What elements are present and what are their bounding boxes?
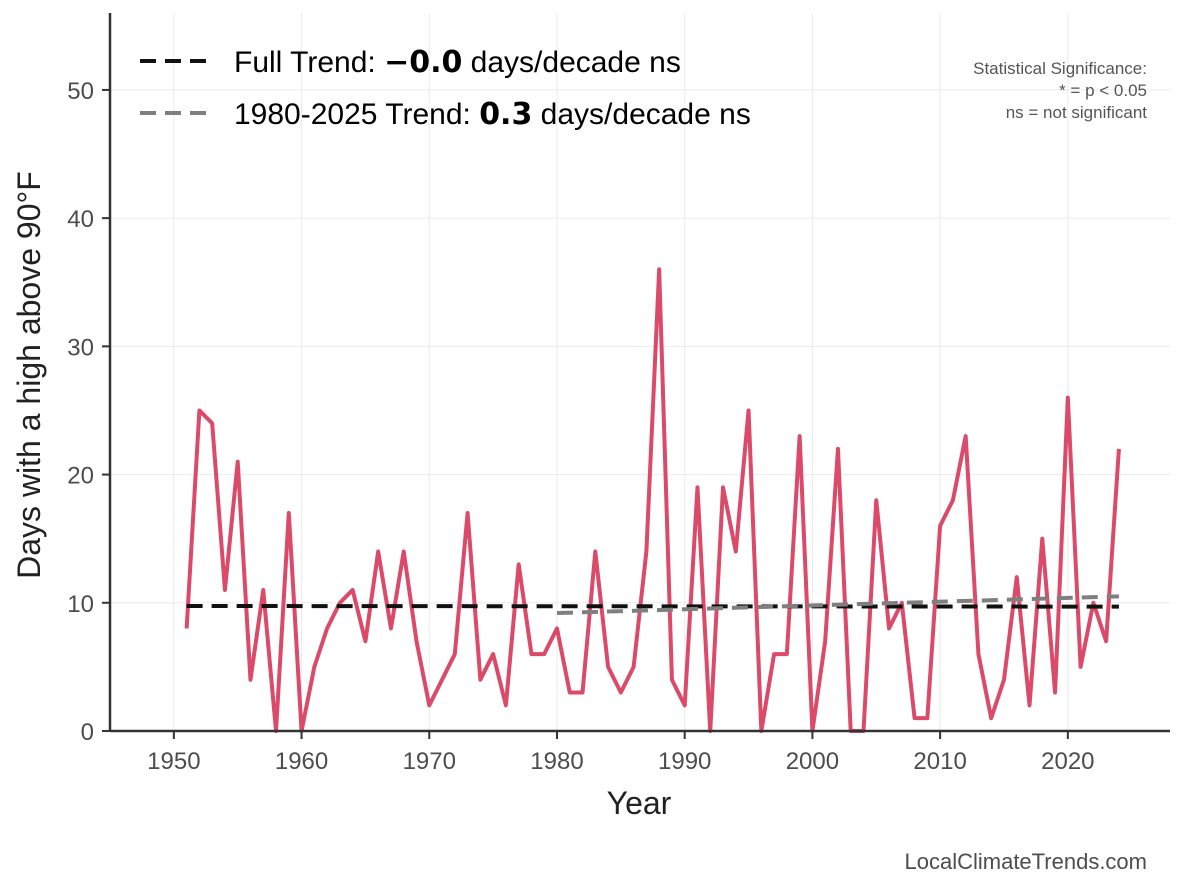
x-tick-label: 1990: [658, 748, 711, 775]
x-ticks: 1950 1960 1970 1980 1990 2000 2010 2020: [147, 731, 1095, 775]
x-tick-label: 2010: [913, 748, 966, 775]
y-tick-label: 10: [67, 591, 94, 618]
trend-line-2: [556, 594, 1119, 616]
legend-value: −0.0: [384, 45, 462, 80]
legend-value: 0.3: [479, 97, 532, 132]
legend-suffix: days/decade ns: [462, 46, 680, 79]
significance-threshold: * = p < 0.05: [1059, 81, 1147, 100]
y-tick-label: 20: [67, 463, 94, 490]
series-layer: [184, 267, 1121, 733]
legend-suffix: days/decade ns: [532, 98, 750, 131]
y-tick-label: 50: [67, 78, 94, 105]
x-tick-label: 1960: [275, 748, 328, 775]
gridlines: [110, 13, 1170, 732]
x-axis-title: Year: [607, 785, 672, 821]
axes: [108, 13, 1170, 733]
legend-label-full-trend: Full Trend: −0.0 days/decade ns: [234, 45, 681, 80]
legend: Full Trend: −0.0 days/decade ns 1980-202…: [140, 45, 751, 132]
legend-prefix: Full Trend:: [234, 46, 384, 79]
significance-title: Statistical Significance:: [973, 59, 1147, 78]
x-tick-label: 1970: [403, 748, 456, 775]
x-tick-label: 2000: [786, 748, 839, 775]
trend-line-1: [186, 603, 1119, 609]
site-credit: LocalClimateTrends.com: [905, 849, 1148, 874]
legend-prefix: 1980-2025 Trend:: [234, 98, 479, 131]
y-ticks: 0 10 20 30 40 50: [67, 78, 110, 746]
y-tick-label: 30: [67, 334, 94, 361]
y-tick-label: 40: [67, 206, 94, 233]
significance-ns: ns = not significant: [1006, 103, 1148, 122]
y-axis-title: Days with a high above 90°F: [11, 171, 47, 579]
x-tick-label: 1950: [147, 748, 200, 775]
x-tick-label: 1980: [530, 748, 583, 775]
significance-note: Statistical Significance: * = p < 0.05 n…: [973, 59, 1147, 122]
y-tick-label: 0: [81, 719, 94, 746]
series-line: [184, 267, 1121, 733]
x-tick-label: 2020: [1041, 748, 1094, 775]
legend-label-recent-trend: 1980-2025 Trend: 0.3 days/decade ns: [234, 97, 751, 132]
